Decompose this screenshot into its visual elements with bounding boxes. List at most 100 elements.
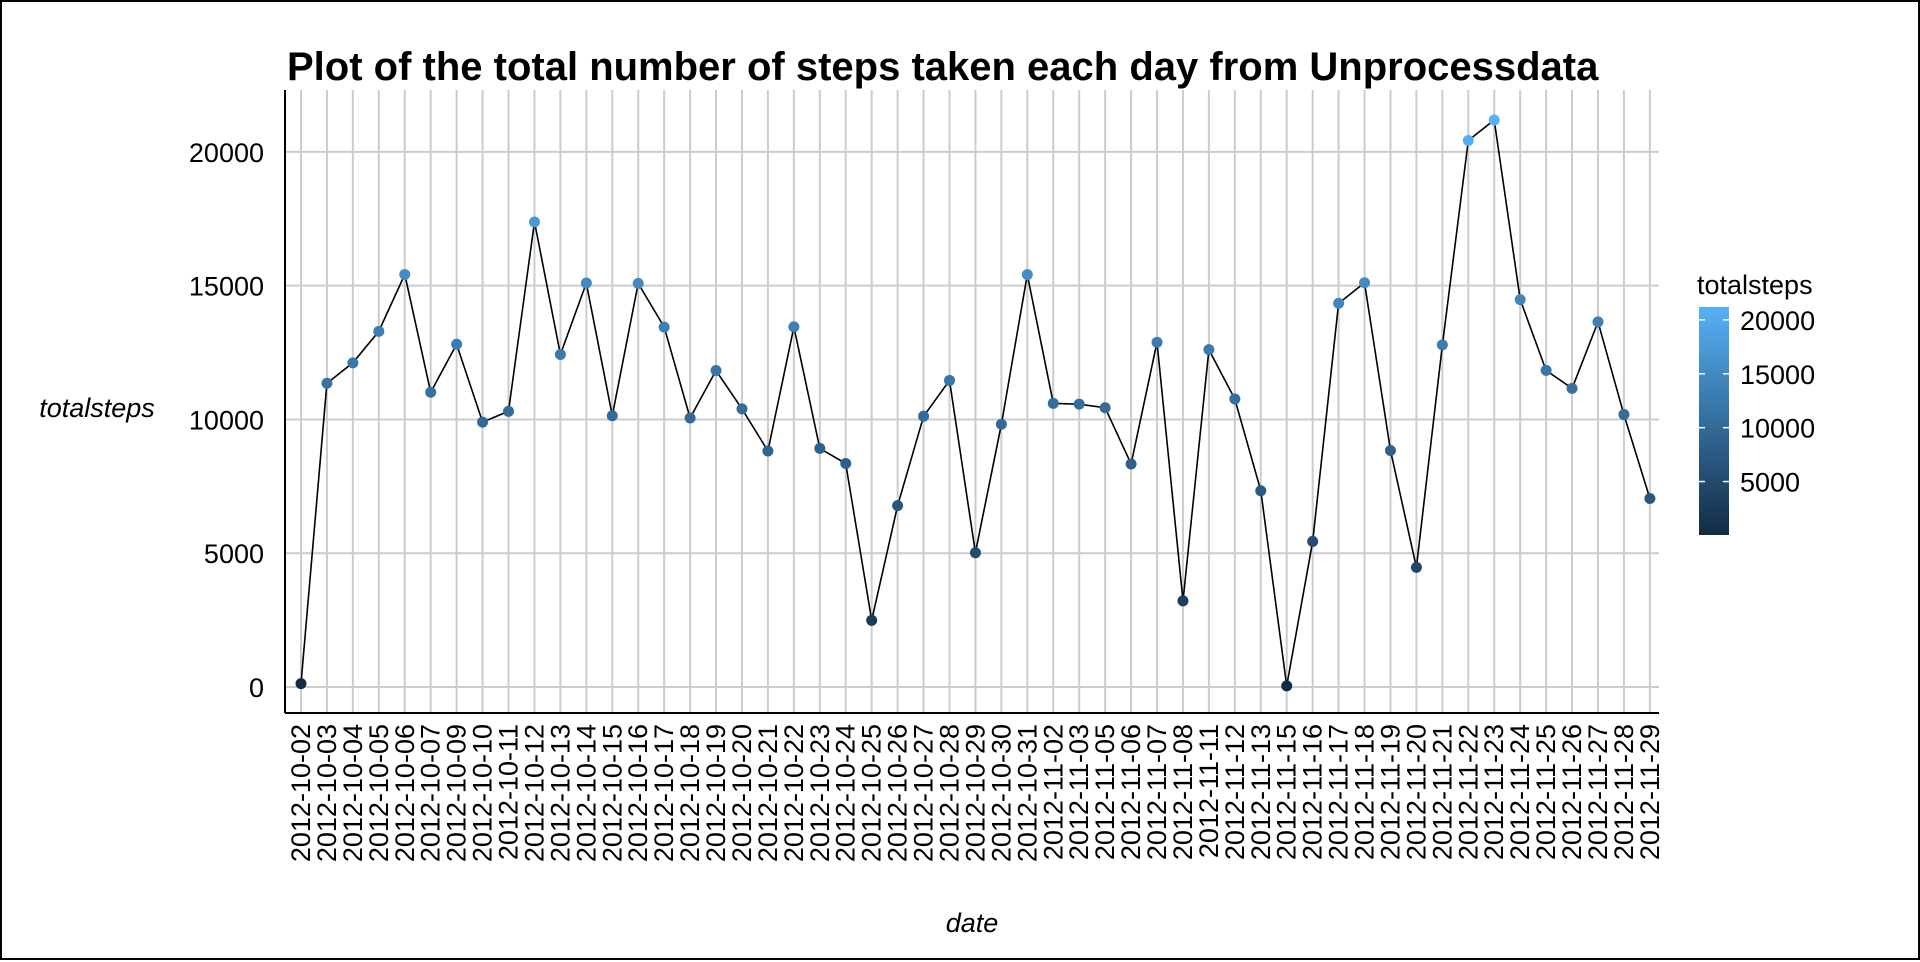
data-point <box>451 338 463 350</box>
y-tick-label: 10000 <box>189 405 264 435</box>
x-tick-label: 2012-10-21 <box>753 724 783 862</box>
data-point <box>1488 114 1500 126</box>
legend-title: totalsteps <box>1697 270 1813 300</box>
data-point <box>477 416 489 428</box>
data-point <box>373 325 385 337</box>
data-point <box>658 321 670 333</box>
y-tick-label: 0 <box>249 673 264 703</box>
data-point <box>918 410 930 422</box>
x-tick-label: 2012-10-17 <box>649 724 679 862</box>
data-point <box>814 442 826 454</box>
legend-tick-label: 5000 <box>1740 468 1800 498</box>
x-tick-label: 2012-10-13 <box>545 724 575 862</box>
x-tick-label: 2012-10-20 <box>727 724 757 862</box>
data-point <box>1359 277 1371 289</box>
data-point <box>1436 339 1448 351</box>
x-tick-label: 2012-11-11 <box>1194 724 1224 858</box>
x-tick-label: 2012-11-29 <box>1635 724 1665 860</box>
data-point <box>1618 409 1630 421</box>
x-tick-label: 2012-11-08 <box>1168 724 1198 860</box>
x-tick-label: 2012-11-24 <box>1505 724 1535 860</box>
x-tick-label: 2012-11-18 <box>1350 724 1380 860</box>
x-tick-label: 2012-10-05 <box>364 724 394 862</box>
data-point <box>1514 294 1526 306</box>
data-point <box>580 277 592 289</box>
data-point <box>762 445 774 457</box>
x-tick-label: 2012-10-23 <box>805 724 835 862</box>
data-point <box>1047 397 1059 409</box>
data-point <box>1177 595 1189 607</box>
x-tick-label: 2012-11-17 <box>1324 724 1354 860</box>
legend-ticks: 5000 10000 15000 20000 <box>1699 306 1815 498</box>
axes <box>284 90 1659 714</box>
grid-lines <box>285 90 1659 713</box>
x-tick-label: 2012-10-18 <box>675 724 705 862</box>
data-point <box>554 349 566 361</box>
x-tick-label: 2012-11-22 <box>1453 724 1483 860</box>
legend-tick-label: 10000 <box>1740 414 1815 444</box>
x-tick-label: 2012-10-30 <box>986 724 1016 862</box>
x-tick-label: 2012-11-06 <box>1116 724 1146 860</box>
x-tick-label: 2012-10-31 <box>1012 724 1042 862</box>
data-point <box>321 377 333 389</box>
legend-tick-label: 15000 <box>1740 360 1815 390</box>
data-point <box>1151 336 1163 348</box>
x-tick-label: 2012-10-24 <box>831 724 861 862</box>
x-tick-label: 2012-11-15 <box>1272 724 1302 860</box>
x-tick-label: 2012-11-05 <box>1090 724 1120 860</box>
x-tick-label: 2012-10-27 <box>909 724 939 862</box>
x-tick-label: 2012-10-11 <box>494 724 524 860</box>
x-tick-label: 2012-10-07 <box>416 724 446 862</box>
x-tick-label: 2012-11-02 <box>1038 724 1068 860</box>
x-tick-label: 2012-11-28 <box>1609 724 1639 860</box>
y-axis-label: totalsteps <box>39 393 155 423</box>
x-tick-label: 2012-10-22 <box>779 724 809 862</box>
x-tick-label: 2012-10-12 <box>519 724 549 862</box>
x-tick-label: 2012-11-21 <box>1427 724 1457 860</box>
x-tick-label: 2012-10-14 <box>571 724 601 862</box>
data-point <box>399 268 411 280</box>
data-point <box>736 403 748 415</box>
x-tick-label: 2012-10-02 <box>286 724 316 862</box>
data-point <box>1099 402 1111 414</box>
data-point <box>1592 316 1604 328</box>
data-point <box>1229 393 1241 405</box>
data-point <box>995 418 1007 430</box>
data-point <box>840 457 852 469</box>
x-tick-label: 2012-11-13 <box>1246 724 1276 860</box>
data-point <box>1410 561 1422 573</box>
x-tick-label: 2012-11-27 <box>1583 724 1613 860</box>
x-tick-label: 2012-11-16 <box>1298 724 1328 860</box>
data-points <box>295 114 1656 692</box>
data-point <box>1203 344 1215 356</box>
x-tick-label: 2012-10-09 <box>442 724 472 862</box>
x-tick-label: 2012-10-19 <box>701 724 731 862</box>
data-point <box>1384 444 1396 456</box>
x-tick-label: 2012-10-16 <box>623 724 653 862</box>
data-point <box>1125 458 1137 470</box>
data-point <box>528 216 540 228</box>
legend-colorbar <box>1699 307 1729 535</box>
x-tick-label: 2012-11-25 <box>1531 724 1561 860</box>
data-point <box>1021 269 1033 281</box>
data-point <box>503 405 515 417</box>
x-tick-label: 2012-10-04 <box>338 724 368 862</box>
x-tick-label: 2012-10-10 <box>468 724 498 862</box>
data-point <box>1462 134 1474 146</box>
x-tick-label: 2012-11-19 <box>1375 724 1405 860</box>
data-point <box>1644 492 1656 504</box>
data-point <box>1540 364 1552 376</box>
data-point <box>1281 680 1293 692</box>
x-tick-label: 2012-10-25 <box>857 724 887 862</box>
x-tick-label: 2012-10-28 <box>935 724 965 862</box>
y-tick-labels: 0 5000 10000 15000 20000 <box>189 138 264 703</box>
x-tick-label: 2012-10-29 <box>960 724 990 862</box>
x-tick-label: 2012-11-26 <box>1557 724 1587 860</box>
x-tick-label: 2012-11-23 <box>1479 724 1509 860</box>
x-axis-label: date <box>946 908 999 938</box>
x-tick-label: 2012-11-03 <box>1064 724 1094 860</box>
data-point <box>606 410 618 422</box>
data-point <box>788 321 800 333</box>
data-point <box>347 357 359 369</box>
